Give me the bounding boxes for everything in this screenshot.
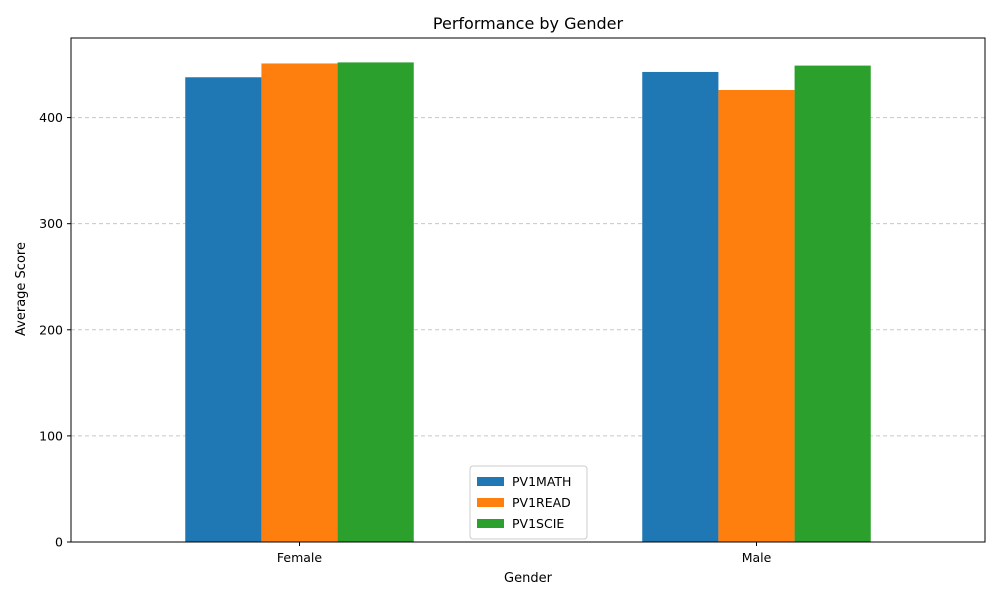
legend-swatch-pv1read <box>477 498 504 507</box>
y-tick-label: 100 <box>39 428 63 443</box>
y-axis-ticks: 0 100 200 300 400 <box>39 110 71 550</box>
legend-label-pv1scie: PV1SCIE <box>512 516 564 531</box>
y-tick-label: 200 <box>39 322 63 337</box>
y-tick-label: 0 <box>55 535 63 550</box>
x-tick-label: Male <box>742 550 772 565</box>
y-axis-label: Average Score <box>14 242 29 336</box>
legend-swatch-pv1scie <box>477 519 504 528</box>
bar-pv1read-male <box>718 89 795 542</box>
bar-pv1math-male <box>642 71 719 543</box>
bar-pv1read-female <box>261 63 338 542</box>
bar-pv1math-female <box>185 77 262 543</box>
bar-pv1scie-male <box>794 65 871 542</box>
legend-label-pv1read: PV1READ <box>512 495 571 510</box>
legend: PV1MATH PV1READ PV1SCIE <box>469 465 588 540</box>
plot-frame <box>70 37 986 543</box>
y-tick-label: 300 <box>39 216 63 231</box>
chart-title: Performance by Gender <box>433 14 624 33</box>
x-axis-ticks: Female Male <box>277 542 772 565</box>
legend-label-pv1math: PV1MATH <box>512 474 571 489</box>
y-tick-label: 400 <box>39 110 63 125</box>
gridlines <box>71 117 985 437</box>
legend-swatch-pv1math <box>477 477 504 486</box>
bars <box>185 62 871 543</box>
x-tick-label: Female <box>277 550 323 565</box>
x-axis-label: Gender <box>504 571 553 586</box>
bar-pv1scie-female <box>337 62 414 543</box>
